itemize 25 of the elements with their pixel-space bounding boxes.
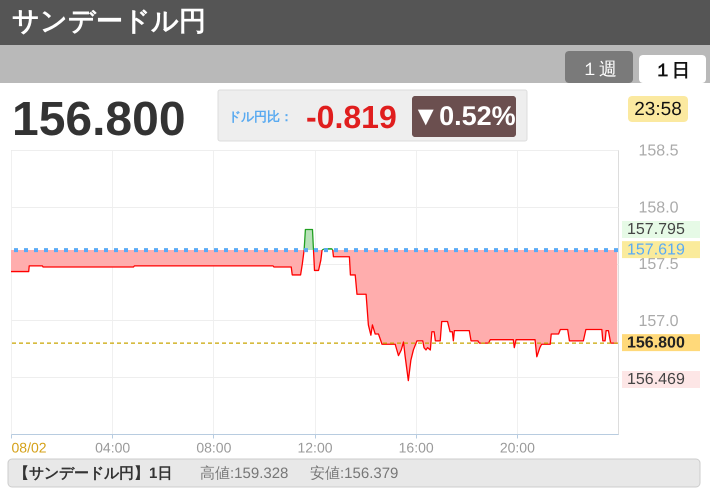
text: 安値:156.379: [310, 465, 398, 482]
text: 【サンデードル円】1日: [14, 465, 172, 482]
y-tick-label: 157.5: [638, 256, 679, 274]
text: 156.469: [627, 371, 685, 388]
x-tick-label: 16:00: [398, 440, 434, 456]
text: ドル円比：: [228, 109, 293, 124]
text: 156.800: [12, 93, 186, 146]
y-tick-label: 158.5: [638, 142, 679, 160]
ref-line-label: 156.800: [627, 334, 685, 352]
text: ▼0.52%: [412, 101, 516, 131]
text: 23:58: [634, 99, 682, 120]
x-tick-label: 08/02: [12, 440, 47, 456]
y-tick-label: 158.0: [638, 199, 679, 216]
text: １日: [654, 60, 690, 80]
x-tick-label: 04:00: [95, 440, 130, 456]
x-tick-label: 08:00: [196, 440, 232, 456]
text: -0.819: [306, 99, 397, 135]
text: 157.795: [627, 221, 685, 238]
text: １週: [581, 59, 617, 79]
text: 高値:159.328: [200, 465, 288, 482]
x-tick-label: 12:00: [297, 440, 333, 456]
x-tick-label: 20:00: [500, 440, 536, 456]
chart-title: サンデードル円: [12, 6, 206, 36]
ref-line-label: 157.619: [627, 242, 685, 259]
y-tick-label: 157.0: [638, 312, 679, 330]
